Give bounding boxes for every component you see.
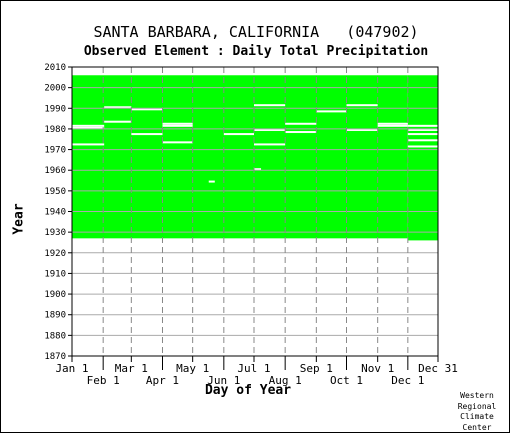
chart-subtitle: Observed Element : Daily Total Precipita…	[83, 44, 429, 59]
missing-segment	[407, 139, 438, 142]
y-tick-label: 1880	[44, 331, 66, 341]
missing-segment	[253, 128, 286, 131]
credit-line: Regional	[457, 401, 497, 411]
missing-segment	[208, 180, 215, 183]
missing-segment	[285, 131, 317, 134]
credit-line: Western	[460, 391, 494, 400]
x-tick-label: Feb 1	[87, 374, 120, 387]
x-tick-label: Dec 1	[391, 374, 424, 387]
x-tick-label: Apr 1	[146, 374, 179, 387]
x-tick-label: Nov 1	[361, 362, 394, 375]
missing-segment	[407, 128, 438, 131]
x-tick-label: Jul 1	[237, 362, 270, 375]
missing-segment	[131, 133, 163, 136]
y-tick-label: 1990	[44, 104, 66, 114]
y-tick-label: 1920	[44, 249, 66, 259]
x-tick-label: Jan 1	[55, 362, 88, 375]
data-coverage-block	[72, 75, 408, 239]
missing-segment	[131, 108, 163, 111]
y-axis-label: Year	[11, 203, 27, 235]
missing-segment	[104, 120, 132, 123]
y-tick-label: 1930	[44, 228, 66, 238]
y-tick-label: 1960	[44, 166, 66, 176]
missing-segment	[253, 168, 262, 171]
missing-segment	[72, 143, 105, 146]
missing-segment	[407, 124, 438, 127]
missing-segment	[253, 143, 286, 146]
x-tick-label: May 1	[176, 362, 209, 375]
data-coverage-block	[407, 75, 438, 241]
y-tick-label: 1910	[44, 269, 66, 279]
missing-segment	[407, 145, 438, 148]
plot-border	[71, 66, 439, 357]
x-tick-label: Mar 1	[115, 362, 148, 375]
missing-segment	[407, 133, 438, 136]
y-tick-label: 1940	[44, 208, 66, 218]
x-axis-label: Day of Year	[204, 383, 292, 398]
chart-title: SANTA BARBARA, CALIFORNIA (047902)	[93, 23, 419, 41]
y-tick-label: 2000	[44, 84, 66, 94]
missing-segment	[346, 128, 378, 131]
x-tick-label: Sep 1	[300, 362, 333, 375]
missing-segment	[223, 133, 254, 136]
missing-segment	[285, 122, 317, 125]
missing-segment	[72, 126, 105, 129]
y-tick-label: 2010	[44, 63, 66, 73]
y-tick-label: 1900	[44, 290, 66, 300]
missing-segment	[377, 124, 408, 127]
missing-segment	[162, 122, 193, 125]
missing-segment	[162, 141, 193, 144]
credit-line: Climate	[460, 412, 494, 421]
x-tick-label: Dec 31	[418, 362, 458, 375]
y-tick-label: 1890	[44, 311, 66, 321]
x-tick-label: Oct 1	[330, 374, 363, 387]
missing-segment	[162, 124, 193, 127]
x-tick-label: Aug 1	[269, 374, 302, 387]
missing-segment	[72, 124, 105, 127]
missing-segment	[316, 110, 347, 113]
missing-segment	[377, 122, 408, 125]
y-tick-label: 1950	[44, 187, 66, 197]
missing-segment	[104, 106, 132, 109]
missing-segment	[346, 104, 378, 107]
x-tick-label: Jun 1	[207, 374, 240, 387]
credit-text: Western Regional Climate Center	[449, 391, 505, 432]
y-tick-label: 1980	[44, 125, 66, 135]
missing-segment	[253, 104, 286, 107]
y-tick-label: 1870	[44, 352, 66, 362]
y-tick-label: 1970	[44, 146, 66, 156]
credit-line: Center	[462, 422, 492, 432]
